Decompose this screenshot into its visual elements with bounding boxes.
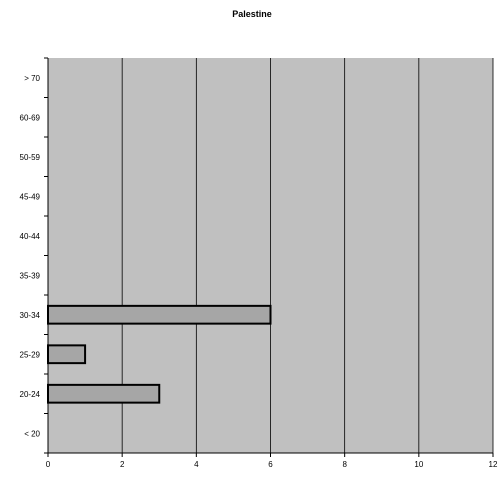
bar-30-34 [47, 304, 272, 325]
tick-labels: 0 2 4 6 8 10 12 < 20 20-24 25-29 30-34 35-39 40-44 45… [20, 74, 498, 469]
y-tick-label: 20-24 [20, 390, 41, 399]
bar-20-24 [47, 383, 161, 404]
x-tick-label: 0 [46, 460, 51, 469]
x-tick-label: 2 [120, 460, 125, 469]
x-tick-label: 6 [268, 460, 273, 469]
axes [44, 57, 494, 457]
y-tick-label: 35-39 [20, 271, 41, 280]
y-tick-label: 30-34 [20, 311, 41, 320]
y-tick-label: 60-69 [20, 113, 41, 122]
chart-title: Palestine [232, 9, 272, 19]
y-tick-label: < 20 [24, 429, 40, 438]
x-tick-label: 10 [414, 460, 423, 469]
bar-25-29 [47, 344, 87, 365]
y-tick-label: > 70 [24, 74, 40, 83]
y-tick-label: 45-49 [20, 192, 41, 201]
x-tick-label: 8 [342, 460, 347, 469]
x-tick-label: 4 [194, 460, 199, 469]
y-tick-label: 40-44 [20, 232, 41, 241]
x-tick-label: 12 [489, 460, 498, 469]
y-tick-label: 25-29 [20, 350, 41, 359]
y-tick-label: 50-59 [20, 153, 41, 162]
